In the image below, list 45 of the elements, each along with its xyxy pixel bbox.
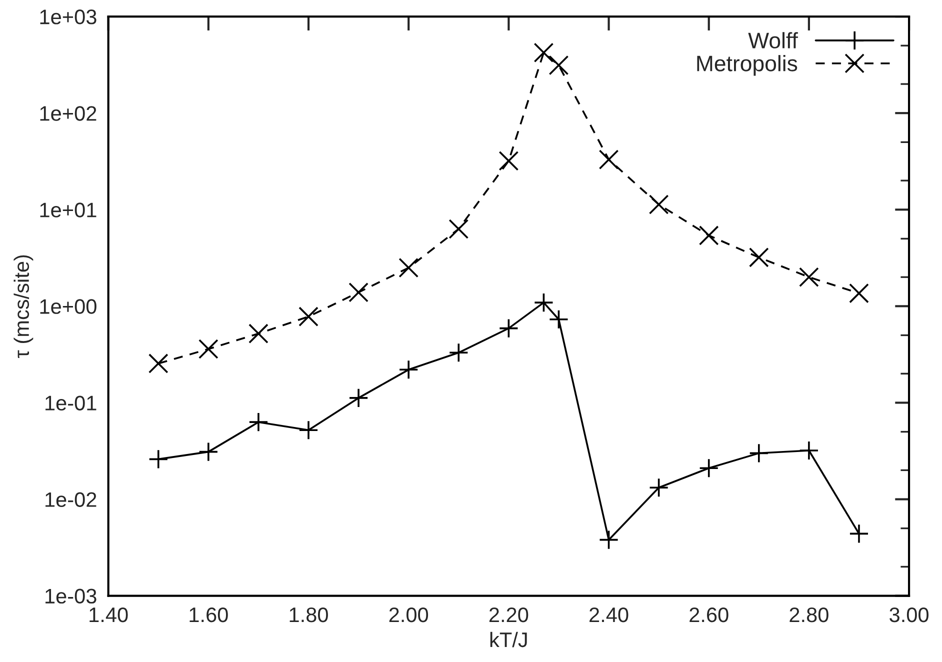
y-axis-title: τ (mcs/site) xyxy=(14,255,34,358)
x-tick-label: 2.80 xyxy=(790,607,828,622)
point xyxy=(534,42,554,63)
point xyxy=(498,150,519,171)
point xyxy=(148,449,168,470)
point xyxy=(248,324,268,344)
point xyxy=(148,354,168,374)
point xyxy=(748,247,769,268)
point xyxy=(448,342,469,363)
x-axis-title: kT/J xyxy=(490,632,527,648)
y-tick-label: 1e+00 xyxy=(40,299,96,314)
y-tick-label: 1e+03 xyxy=(40,10,96,24)
point xyxy=(398,258,419,278)
legend-label: Wolff xyxy=(748,32,798,48)
point xyxy=(799,267,819,288)
x-tick-label: 2.20 xyxy=(489,607,528,622)
point xyxy=(498,318,519,338)
point xyxy=(648,194,669,214)
point xyxy=(849,283,869,304)
point xyxy=(698,458,719,478)
y-tick-label: 1e-01 xyxy=(46,396,96,410)
y-tick-label: 1e+01 xyxy=(40,202,96,218)
point xyxy=(849,524,869,544)
x-tick-label: 2.40 xyxy=(590,607,628,622)
x-tick-label: 2.00 xyxy=(389,607,428,622)
point xyxy=(448,219,469,239)
x-tick-label: 1.60 xyxy=(190,607,228,622)
point xyxy=(698,226,719,246)
point xyxy=(598,530,619,550)
x-tick-label: 1.80 xyxy=(290,607,328,622)
point xyxy=(548,55,569,76)
y-tick-label: 1e-02 xyxy=(46,492,96,508)
legend-label: Metropolis xyxy=(697,55,798,76)
x-tick-label: 1.40 xyxy=(90,607,128,622)
point xyxy=(548,309,569,330)
y-tick-label: 1e-03 xyxy=(46,588,96,604)
y-tick-label: 1e+02 xyxy=(40,106,96,121)
point xyxy=(598,150,619,170)
x-tick-label: 3.00 xyxy=(890,607,928,622)
point xyxy=(534,292,554,312)
point xyxy=(648,478,669,498)
point xyxy=(298,306,318,327)
point xyxy=(198,339,218,359)
point xyxy=(348,282,368,302)
x-tick-label: 2.60 xyxy=(690,607,728,622)
